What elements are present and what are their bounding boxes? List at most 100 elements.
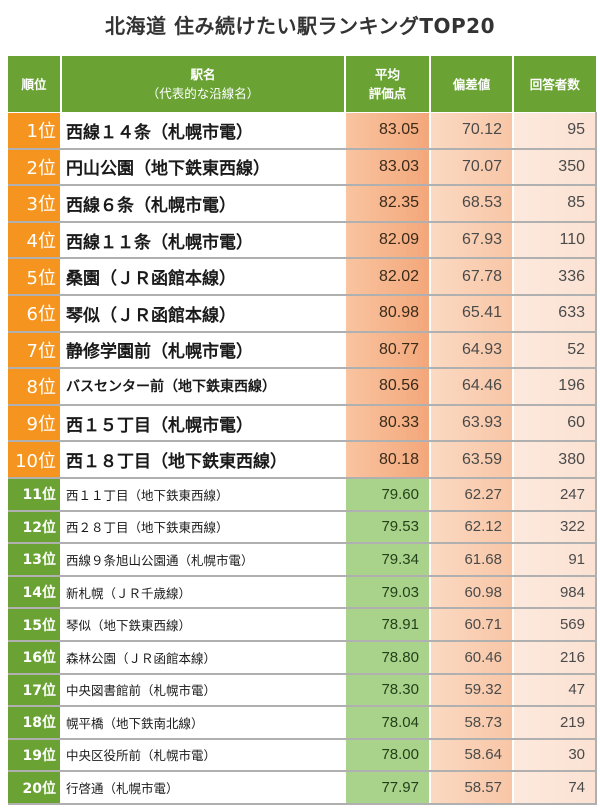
table-row: 3位 西線６条（札幌市電） 82.35 68.53 85	[8, 185, 597, 223]
responses-cell: 984	[512, 575, 597, 610]
station-name-cell: 琴似（ＪＲ函館本線）	[61, 294, 345, 333]
station-name-cell: 西線１１条（札幌市電）	[61, 221, 345, 260]
responses-cell: 569	[512, 608, 597, 642]
rank-cell: 5位	[8, 258, 62, 296]
rank-cell: 14位	[8, 575, 62, 610]
rank-cell: 18位	[8, 706, 62, 740]
header-station-title: 駅名	[190, 67, 216, 82]
responses-cell: 47	[512, 673, 597, 708]
table-row: 8位 バスセンター前（地下鉄東西線） 80.56 64.46 196	[8, 368, 597, 406]
station-name-cell: 西２８丁目（地下鉄東西線）	[61, 510, 345, 545]
responses-cell: 91	[512, 543, 597, 577]
responses-cell: 380	[512, 441, 597, 479]
header-deviation: 偏差値	[429, 55, 514, 113]
average-score-cell: 82.35	[344, 185, 430, 223]
station-name-cell: 幌平橋（地下鉄南北線）	[61, 706, 345, 740]
deviation-cell: 64.93	[429, 331, 513, 370]
average-score-cell: 80.18	[344, 441, 430, 479]
station-name-cell: 琴似（地下鉄東西線）	[61, 608, 345, 642]
responses-cell: 85	[512, 185, 597, 223]
table-row: 11位 西１１丁目（地下鉄東西線） 79.60 62.27 247	[8, 477, 597, 512]
header-average-line2: 評価点	[368, 86, 407, 101]
responses-cell: 350	[512, 148, 597, 187]
average-score-cell: 79.60	[344, 477, 430, 512]
average-score-cell: 78.30	[344, 673, 430, 708]
deviation-cell: 63.59	[429, 441, 513, 479]
average-score-cell: 82.09	[344, 221, 430, 260]
deviation-cell: 58.73	[429, 706, 513, 740]
table-row: 18位 幌平橋（地下鉄南北線） 78.04 58.73 219	[8, 706, 597, 740]
table-row: 15位 琴似（地下鉄東西線） 78.91 60.71 569	[8, 608, 597, 642]
deviation-cell: 62.27	[429, 477, 513, 512]
rank-cell: 19位	[8, 738, 62, 773]
table-row: 9位 西１５丁目（札幌市電） 80.33 63.93 60	[8, 404, 597, 443]
responses-cell: 247	[512, 477, 597, 512]
station-name-cell: 新札幌（ＪＲ千歳線）	[61, 575, 345, 610]
deviation-cell: 59.32	[429, 673, 513, 708]
deviation-cell: 60.46	[429, 640, 513, 675]
average-score-cell: 83.03	[344, 148, 430, 187]
header-average-score: 平均 評価点	[344, 55, 431, 113]
responses-cell: 219	[512, 706, 597, 740]
deviation-cell: 68.53	[429, 185, 513, 223]
rank-cell: 12位	[8, 510, 62, 545]
deviation-cell: 60.98	[429, 575, 513, 610]
deviation-cell: 70.12	[429, 112, 513, 150]
deviation-cell: 65.41	[429, 294, 513, 333]
header-average-line1: 平均	[374, 67, 400, 82]
header-rank: 順位	[8, 55, 62, 113]
header-station: 駅名 （代表的な沿線名）	[60, 55, 346, 113]
table-row: 20位 行啓通（札幌市電） 77.97 58.57 74	[8, 771, 597, 805]
responses-cell: 74	[512, 771, 597, 805]
responses-cell: 60	[512, 404, 597, 443]
ranking-table: 順位 駅名 （代表的な沿線名） 平均 評価点 偏差値 回答者数 1位 西線１４条（…	[8, 55, 597, 805]
table-row: 17位 中央図書館前（札幌市電） 78.30 59.32 47	[8, 673, 597, 708]
table-row: 10位 西１８丁目（地下鉄東西線） 80.18 63.59 380	[8, 441, 597, 479]
average-score-cell: 78.00	[344, 738, 430, 773]
header-responses: 回答者数	[512, 55, 597, 113]
rank-cell: 6位	[8, 294, 62, 333]
average-score-cell: 79.53	[344, 510, 430, 545]
responses-cell: 110	[512, 221, 597, 260]
rank-cell: 4位	[8, 221, 62, 260]
station-name-cell: 円山公園（地下鉄東西線）	[61, 148, 345, 187]
station-name-cell: 行啓通（札幌市電）	[61, 771, 345, 805]
average-score-cell: 79.03	[344, 575, 430, 610]
station-name-cell: 西線６条（札幌市電）	[61, 185, 345, 223]
station-name-cell: 中央図書館前（札幌市電）	[61, 673, 345, 708]
responses-cell: 633	[512, 294, 597, 333]
deviation-cell: 60.71	[429, 608, 513, 642]
table-row: 12位 西２８丁目（地下鉄東西線） 79.53 62.12 322	[8, 510, 597, 545]
deviation-cell: 58.64	[429, 738, 513, 773]
station-name-cell: 桑園（ＪＲ函館本線）	[61, 258, 345, 296]
rank-cell: 15位	[8, 608, 62, 642]
deviation-cell: 67.93	[429, 221, 513, 260]
table-row: 14位 新札幌（ＪＲ千歳線） 79.03 60.98 984	[8, 575, 597, 610]
responses-cell: 95	[512, 112, 597, 150]
rank-cell: 17位	[8, 673, 62, 708]
deviation-cell: 61.68	[429, 543, 513, 577]
table-row: 6位 琴似（ＪＲ函館本線） 80.98 65.41 633	[8, 294, 597, 333]
rank-cell: 8位	[8, 368, 62, 406]
deviation-cell: 62.12	[429, 510, 513, 545]
table-row: 2位 円山公園（地下鉄東西線） 83.03 70.07 350	[8, 148, 597, 187]
average-score-cell: 79.34	[344, 543, 430, 577]
table-row: 16位 森林公園（ＪＲ函館本線） 78.80 60.46 216	[8, 640, 597, 675]
rank-cell: 2位	[8, 148, 62, 187]
table-row: 5位 桑園（ＪＲ函館本線） 82.02 67.78 336	[8, 258, 597, 296]
responses-cell: 30	[512, 738, 597, 773]
average-score-cell: 80.56	[344, 368, 430, 406]
responses-cell: 322	[512, 510, 597, 545]
rank-cell: 3位	[8, 185, 62, 223]
average-score-cell: 78.91	[344, 608, 430, 642]
table-row: 19位 中央区役所前（札幌市電） 78.00 58.64 30	[8, 738, 597, 773]
rank-cell: 13位	[8, 543, 62, 577]
rank-cell: 1位	[8, 112, 62, 150]
rank-cell: 20位	[8, 771, 62, 805]
station-name-cell: 西線１４条（札幌市電）	[61, 112, 345, 150]
deviation-cell: 63.93	[429, 404, 513, 443]
rank-cell: 10位	[8, 441, 62, 479]
average-score-cell: 78.04	[344, 706, 430, 740]
average-score-cell: 80.33	[344, 404, 430, 443]
average-score-cell: 82.02	[344, 258, 430, 296]
